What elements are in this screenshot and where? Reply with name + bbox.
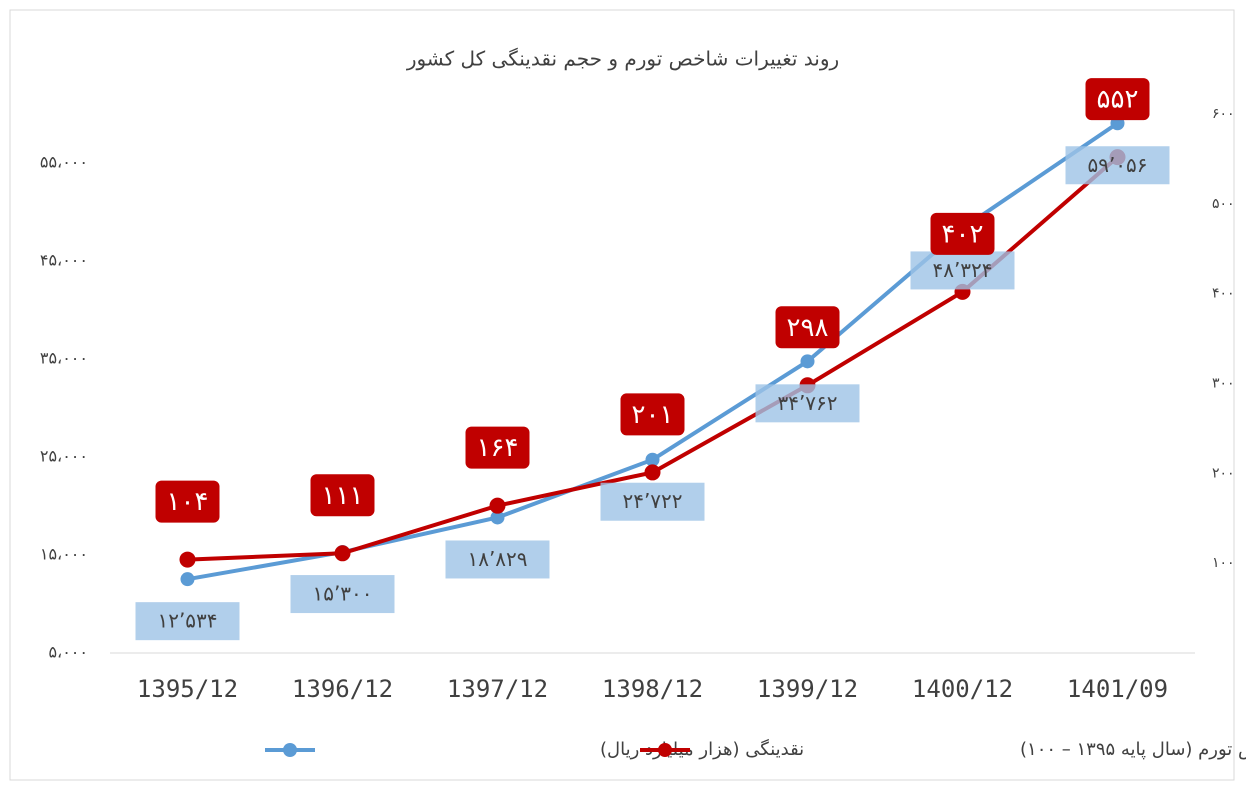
data-label-box (775, 306, 840, 349)
data-label: ۲۴’۷۲۲ (622, 489, 682, 513)
data-label: ۳۴’۷۶۲ (777, 391, 837, 415)
data-label: ۲۹۸ (787, 313, 829, 343)
y2-tick-label: ۱۰۰ (1212, 555, 1235, 571)
data-label-box (1065, 146, 1170, 185)
x-tick-label: 1397/12 (447, 675, 548, 703)
data-label-box (600, 482, 705, 521)
y-tick-label: ۴۵،۰۰۰ (40, 251, 88, 270)
data-label: ۵۹’۰۵۶ (1087, 153, 1147, 177)
series-point (800, 354, 815, 369)
chart-title: روند تغییرات شاخص تورم و حجم نقدینگی کل … (406, 47, 839, 71)
data-label-box (290, 575, 395, 614)
data-label: ۵۵۲ (1097, 85, 1139, 115)
x-tick-label: 1399/12 (757, 675, 858, 703)
series-point (489, 497, 506, 514)
data-label-box (465, 426, 530, 469)
y2-tick-label: ۳۰۰ (1212, 376, 1235, 392)
legend-marker (283, 743, 297, 757)
series-point (334, 545, 351, 562)
y-tick-label: ۵،۰۰۰ (48, 643, 88, 662)
data-label-box (620, 393, 685, 436)
data-label: ۴۸’۳۲۴ (932, 258, 992, 282)
data-label-box (755, 384, 860, 423)
x-tick-label: 1396/12 (292, 675, 393, 703)
series-point (645, 452, 660, 467)
x-tick-label: 1401/09 (1067, 675, 1168, 703)
data-label: ۱۲’۵۳۴ (157, 609, 217, 633)
y2-tick-label: ۶۰۰ (1212, 106, 1235, 122)
y2-tick-label: ۴۰۰ (1212, 286, 1235, 302)
data-label: ۱۶۴ (477, 433, 519, 463)
series-point (490, 510, 505, 525)
x-tick-label: 1398/12 (602, 675, 703, 703)
data-label: ۴۰۲ (942, 219, 984, 249)
data-label-box (910, 251, 1015, 290)
series-point (179, 551, 196, 568)
data-label-box (310, 474, 375, 517)
data-label-box (135, 602, 240, 641)
legend-label: شاخص تورم (سال پایه ۱۳۹۵ – ۱۰۰) (1020, 739, 1246, 760)
data-label-box (930, 212, 995, 255)
data-label: ۱۱۱ (322, 481, 364, 511)
x-tick-label: 1395/12 (137, 675, 238, 703)
data-label: ۱۵’۳۰۰ (312, 582, 372, 606)
y-tick-label: ۳۵،۰۰۰ (40, 349, 88, 368)
series-point (180, 572, 195, 587)
y-tick-label: ۱۵،۰۰۰ (40, 545, 88, 564)
data-label-box (1085, 78, 1150, 121)
series-point (644, 464, 661, 481)
data-label: ۱۰۴ (167, 487, 209, 517)
x-tick-label: 1400/12 (912, 675, 1013, 703)
y-tick-label: ۵۵،۰۰۰ (40, 153, 88, 172)
data-label-box (155, 480, 220, 523)
y2-tick-label: ۵۰۰ (1212, 196, 1235, 212)
data-label: ۲۰۱ (632, 400, 674, 430)
y-tick-label: ۲۵،۰۰۰ (40, 447, 88, 466)
data-label: ۱۸’۸۲۹ (467, 547, 527, 571)
chart-border (9, 9, 1235, 781)
data-label-box (445, 540, 550, 579)
y2-tick-label: ۲۰۰ (1212, 465, 1235, 481)
legend-marker (658, 743, 672, 757)
legend-label: نقدینگی (هزار میلیارد ریال) (600, 738, 804, 760)
